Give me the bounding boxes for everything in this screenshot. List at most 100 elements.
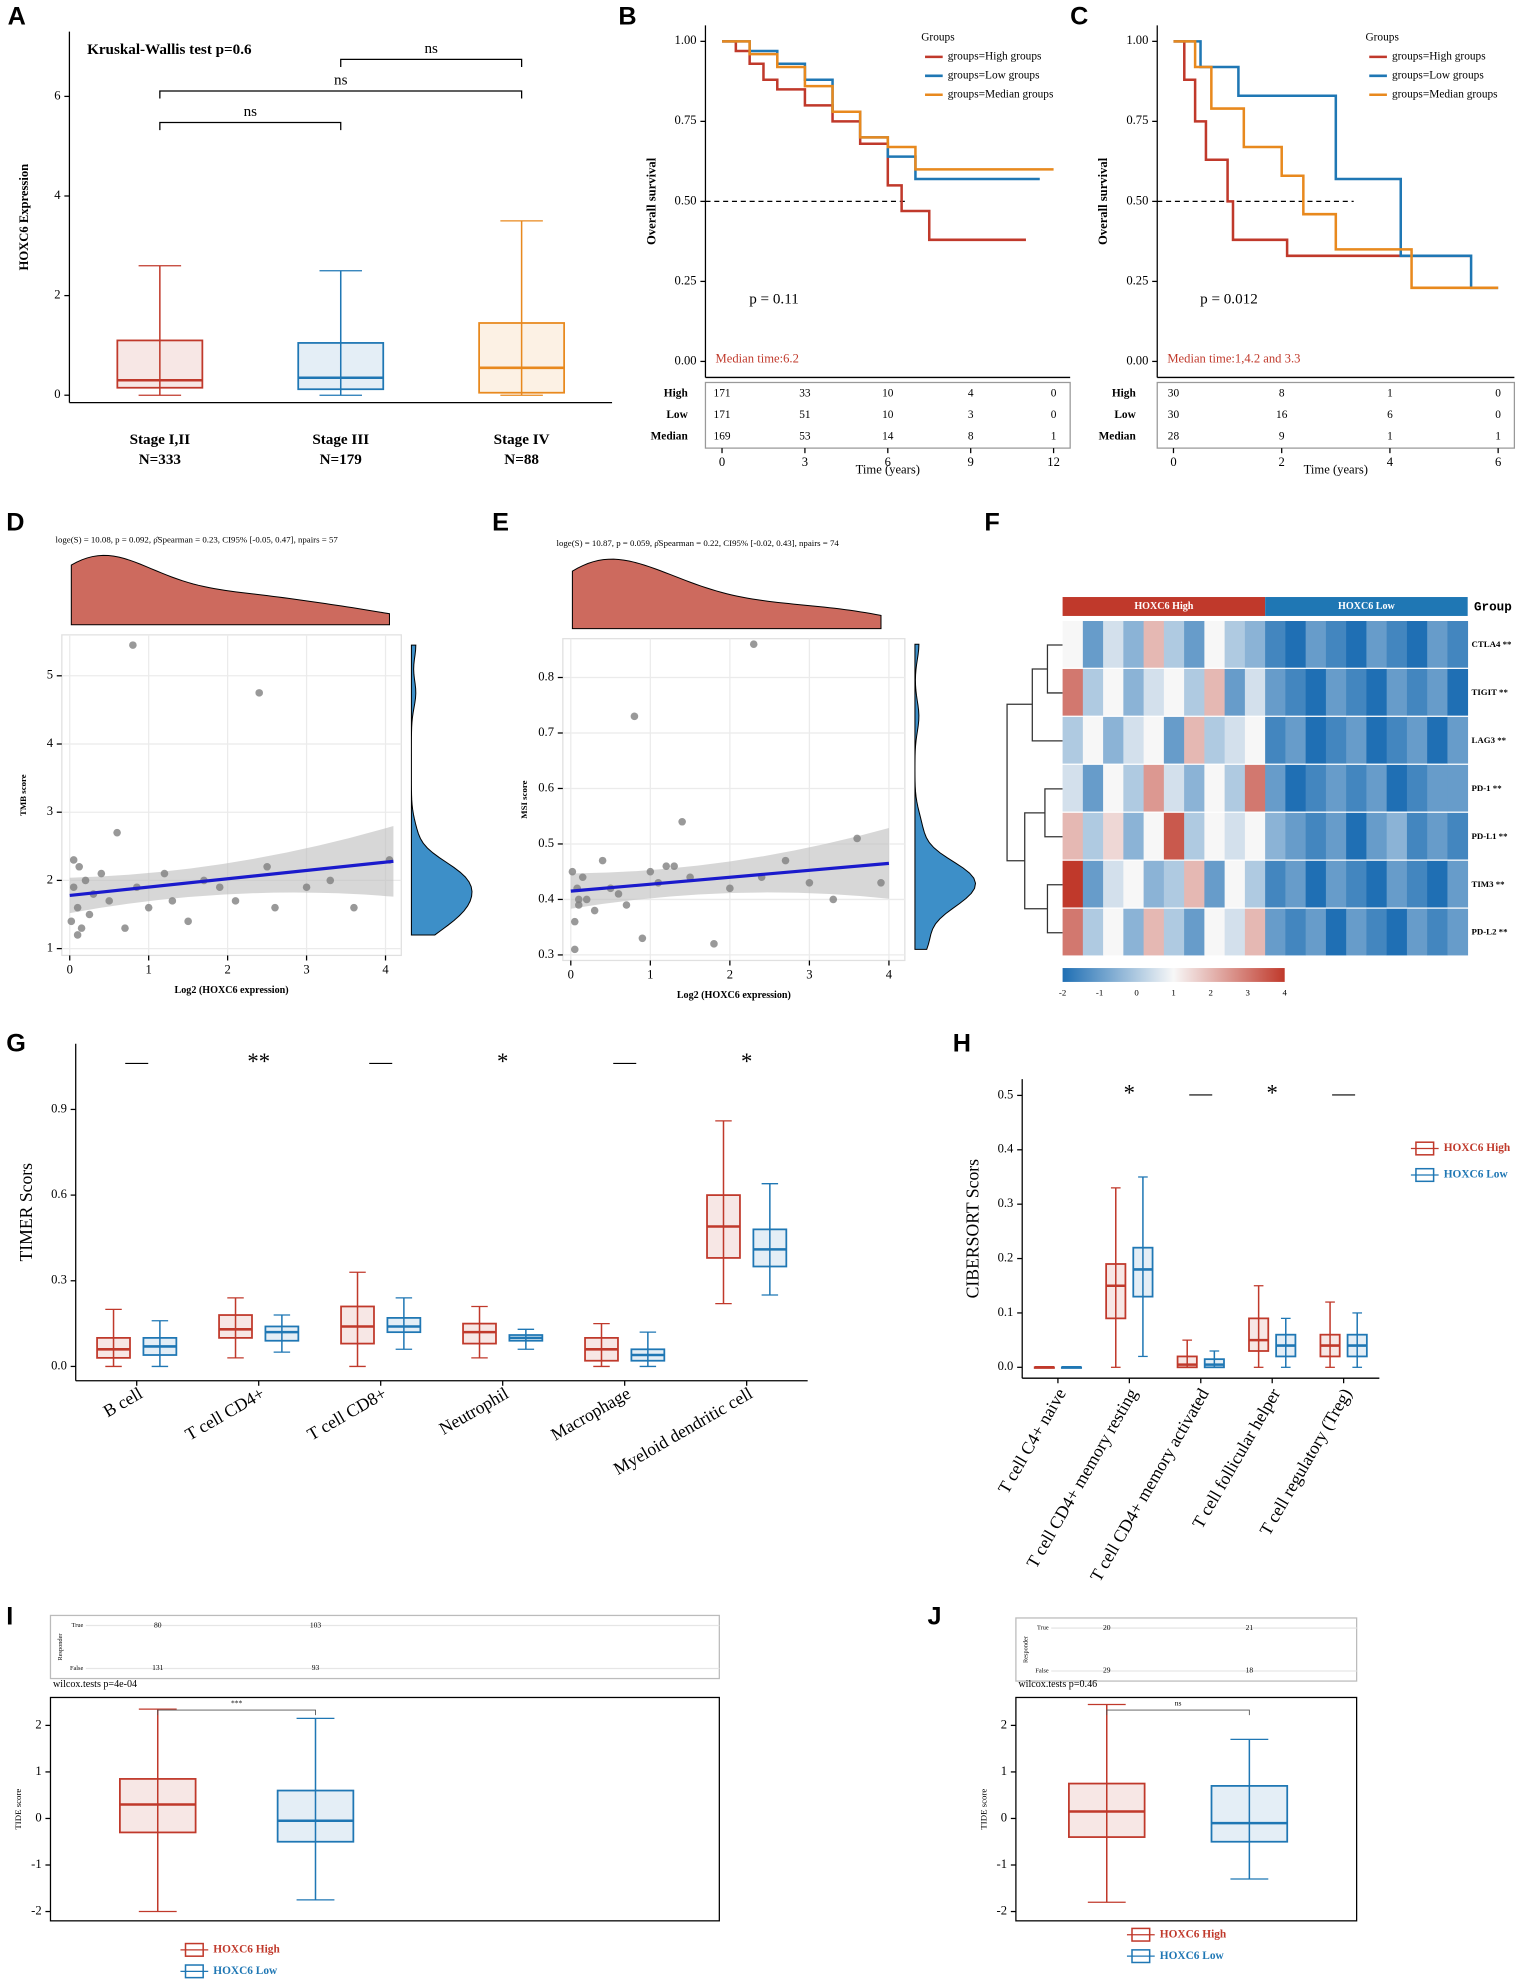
panel-label: J [928, 1603, 942, 1631]
y-tick-label: 2 [54, 287, 60, 301]
legend-label: groups=High groups [1392, 51, 1486, 63]
risk-count: 28 [1168, 430, 1180, 442]
y-axis-title: TMB score [18, 774, 28, 816]
y-tick-label: 1 [35, 1764, 41, 1778]
heatmap-cell [1427, 668, 1448, 716]
legend-label: HOXC6 Low [213, 1965, 278, 1977]
confidence-band [69, 825, 394, 914]
panel-label: D [6, 508, 24, 536]
heatmap-cell [1346, 668, 1367, 716]
heatmap-cell [1204, 860, 1226, 908]
heatmap-cell [1184, 764, 1205, 812]
y-tick-label: 0.25 [1126, 273, 1148, 287]
heatmap-cell [1325, 812, 1347, 860]
risk-count: 1 [1387, 430, 1393, 442]
median-label: Median time:1,4.2 and 3.3 [1167, 352, 1300, 366]
colorbar-tick-label: -2 [1059, 987, 1066, 997]
stats-label: loge(S) = 10.87, p = 0.059, ρ̂Spearman =… [557, 538, 840, 548]
survival-curve [722, 40, 1054, 171]
y-density [410, 644, 473, 936]
point [73, 931, 82, 939]
heatmap-cell [1143, 716, 1165, 764]
heatmap-cell [1163, 716, 1185, 764]
legend-label: groups=High groups [948, 51, 1042, 63]
y-tick-label: 2 [35, 1717, 41, 1731]
significance: * [1124, 1081, 1135, 1106]
heatmap-cell [1386, 908, 1408, 956]
heatmap-cell [1103, 668, 1124, 716]
comparison-label: ns [1175, 1699, 1182, 1708]
heatmap-cell [1123, 668, 1144, 716]
heatmap-cell [1285, 716, 1307, 764]
y-tick-label: 4 [47, 736, 54, 750]
y-tick-label: -2 [31, 1903, 42, 1917]
risk-count: 1 [1051, 430, 1057, 442]
heatmap-cell [1427, 812, 1448, 860]
significance: * [741, 1049, 752, 1074]
survival-curve [1173, 40, 1499, 290]
responder-count: 29 [1103, 1666, 1111, 1675]
heatmap-cell [1224, 764, 1246, 812]
heatmap-cell [1224, 621, 1246, 668]
x-tick-label: 0 [568, 968, 574, 982]
x-density [70, 554, 390, 626]
responder-row: True [72, 1622, 84, 1629]
y-density [914, 643, 977, 950]
x-tick-label: 0 [67, 962, 73, 976]
point [568, 867, 577, 876]
point [630, 712, 639, 721]
y-axis-title: Overall survival [1096, 157, 1110, 245]
risk-count: 30 [1168, 409, 1180, 421]
heatmap-cell [1325, 716, 1347, 764]
comparison-bracket [1106, 1709, 1250, 1716]
heatmap-cell [1184, 668, 1205, 716]
point [113, 828, 121, 837]
point [263, 862, 271, 871]
row-label: TIGIT ** [1471, 687, 1508, 697]
responder-frame [1015, 1617, 1358, 1682]
risk-count: 53 [799, 430, 811, 442]
responder-count: 103 [310, 1620, 322, 1629]
heatmap-cell [1325, 764, 1347, 812]
y-tick-label: 0.5 [538, 836, 554, 850]
group-title: Group [1474, 600, 1512, 614]
legend-label: groups=Low groups [948, 69, 1040, 81]
box [1210, 1785, 1289, 1843]
point [646, 867, 655, 876]
heatmap-cell [1062, 621, 1084, 668]
risk-count: 4 [968, 387, 974, 399]
heatmap-cell [1184, 860, 1205, 908]
heatmap-cell [1305, 860, 1327, 908]
y-tick-label: 0.8 [538, 669, 554, 683]
y-tick-label: -1 [997, 1857, 1008, 1871]
responder-title: Responder [1022, 1635, 1029, 1663]
y-tick-label: 0.3 [998, 1196, 1014, 1210]
responder-row: True [1037, 1625, 1049, 1632]
risk-count: 171 [714, 387, 731, 399]
x-tick-label: 1 [146, 962, 152, 976]
responder-title: Responder [57, 1633, 64, 1661]
fit-line [69, 859, 394, 897]
y-tick-label: 1 [1001, 1764, 1007, 1778]
y-tick-label: 0.6 [538, 780, 554, 794]
point [622, 901, 631, 909]
x-tick-label: Macrophage [547, 1383, 634, 1445]
point [75, 862, 83, 871]
panel-label: F [984, 508, 999, 536]
plot-frame [49, 1696, 720, 1922]
heatmap-cell [1285, 812, 1307, 860]
heatmap-cell [1062, 908, 1084, 956]
heatmap-cell [1386, 860, 1408, 908]
x-density [571, 558, 882, 630]
y-axis-title: CIBERSORT Scors [962, 1159, 982, 1299]
y-tick-label: 3 [47, 804, 53, 818]
risk-count: 169 [714, 430, 731, 442]
y-axis-title: MSI score [519, 780, 529, 818]
heatmap-cell [1103, 908, 1124, 956]
heatmap-cell [1244, 621, 1266, 668]
point [160, 869, 169, 878]
y-tick-label: 0 [1001, 1810, 1007, 1824]
y-tick-label: 0.0 [51, 1358, 67, 1372]
x-tick-label: 3 [303, 962, 309, 976]
risk-row-label: High [664, 387, 689, 399]
